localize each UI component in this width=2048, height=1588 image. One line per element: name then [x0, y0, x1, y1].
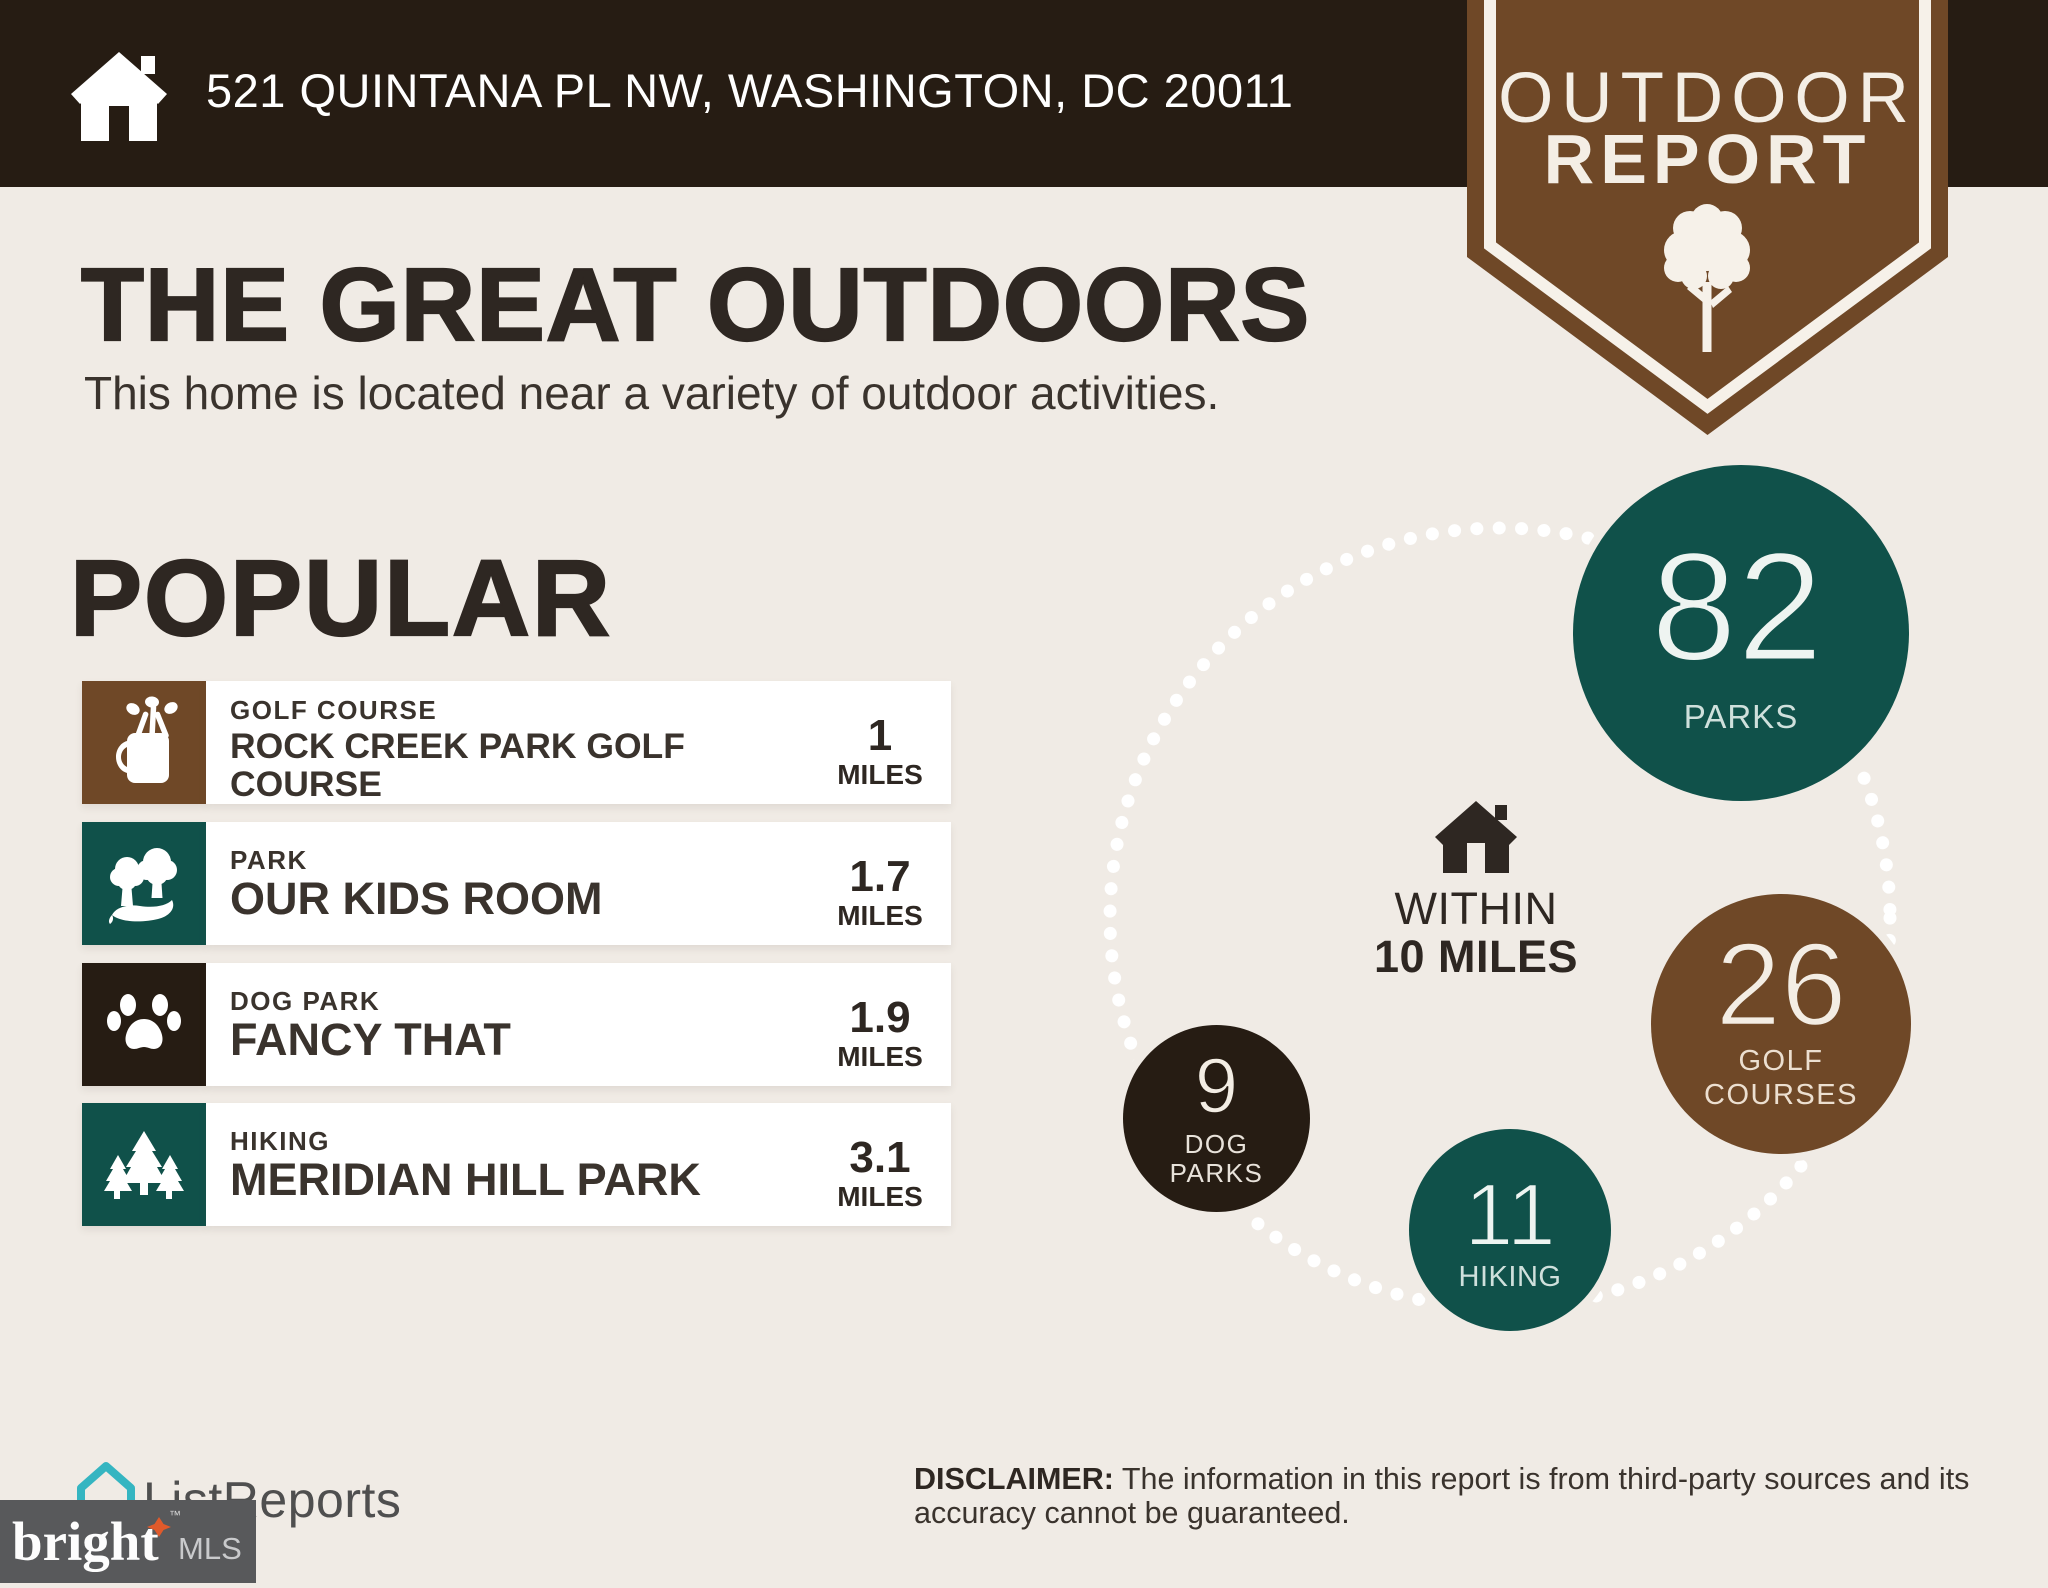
svg-text:OUTDOOR: OUTDOOR — [1498, 59, 1917, 138]
svg-text:REPORT: REPORT — [1544, 120, 1872, 198]
svg-text:bright: bright — [12, 1511, 159, 1572]
svg-text:MLS: MLS — [178, 1531, 242, 1566]
svg-text:™: ™ — [169, 1508, 181, 1522]
